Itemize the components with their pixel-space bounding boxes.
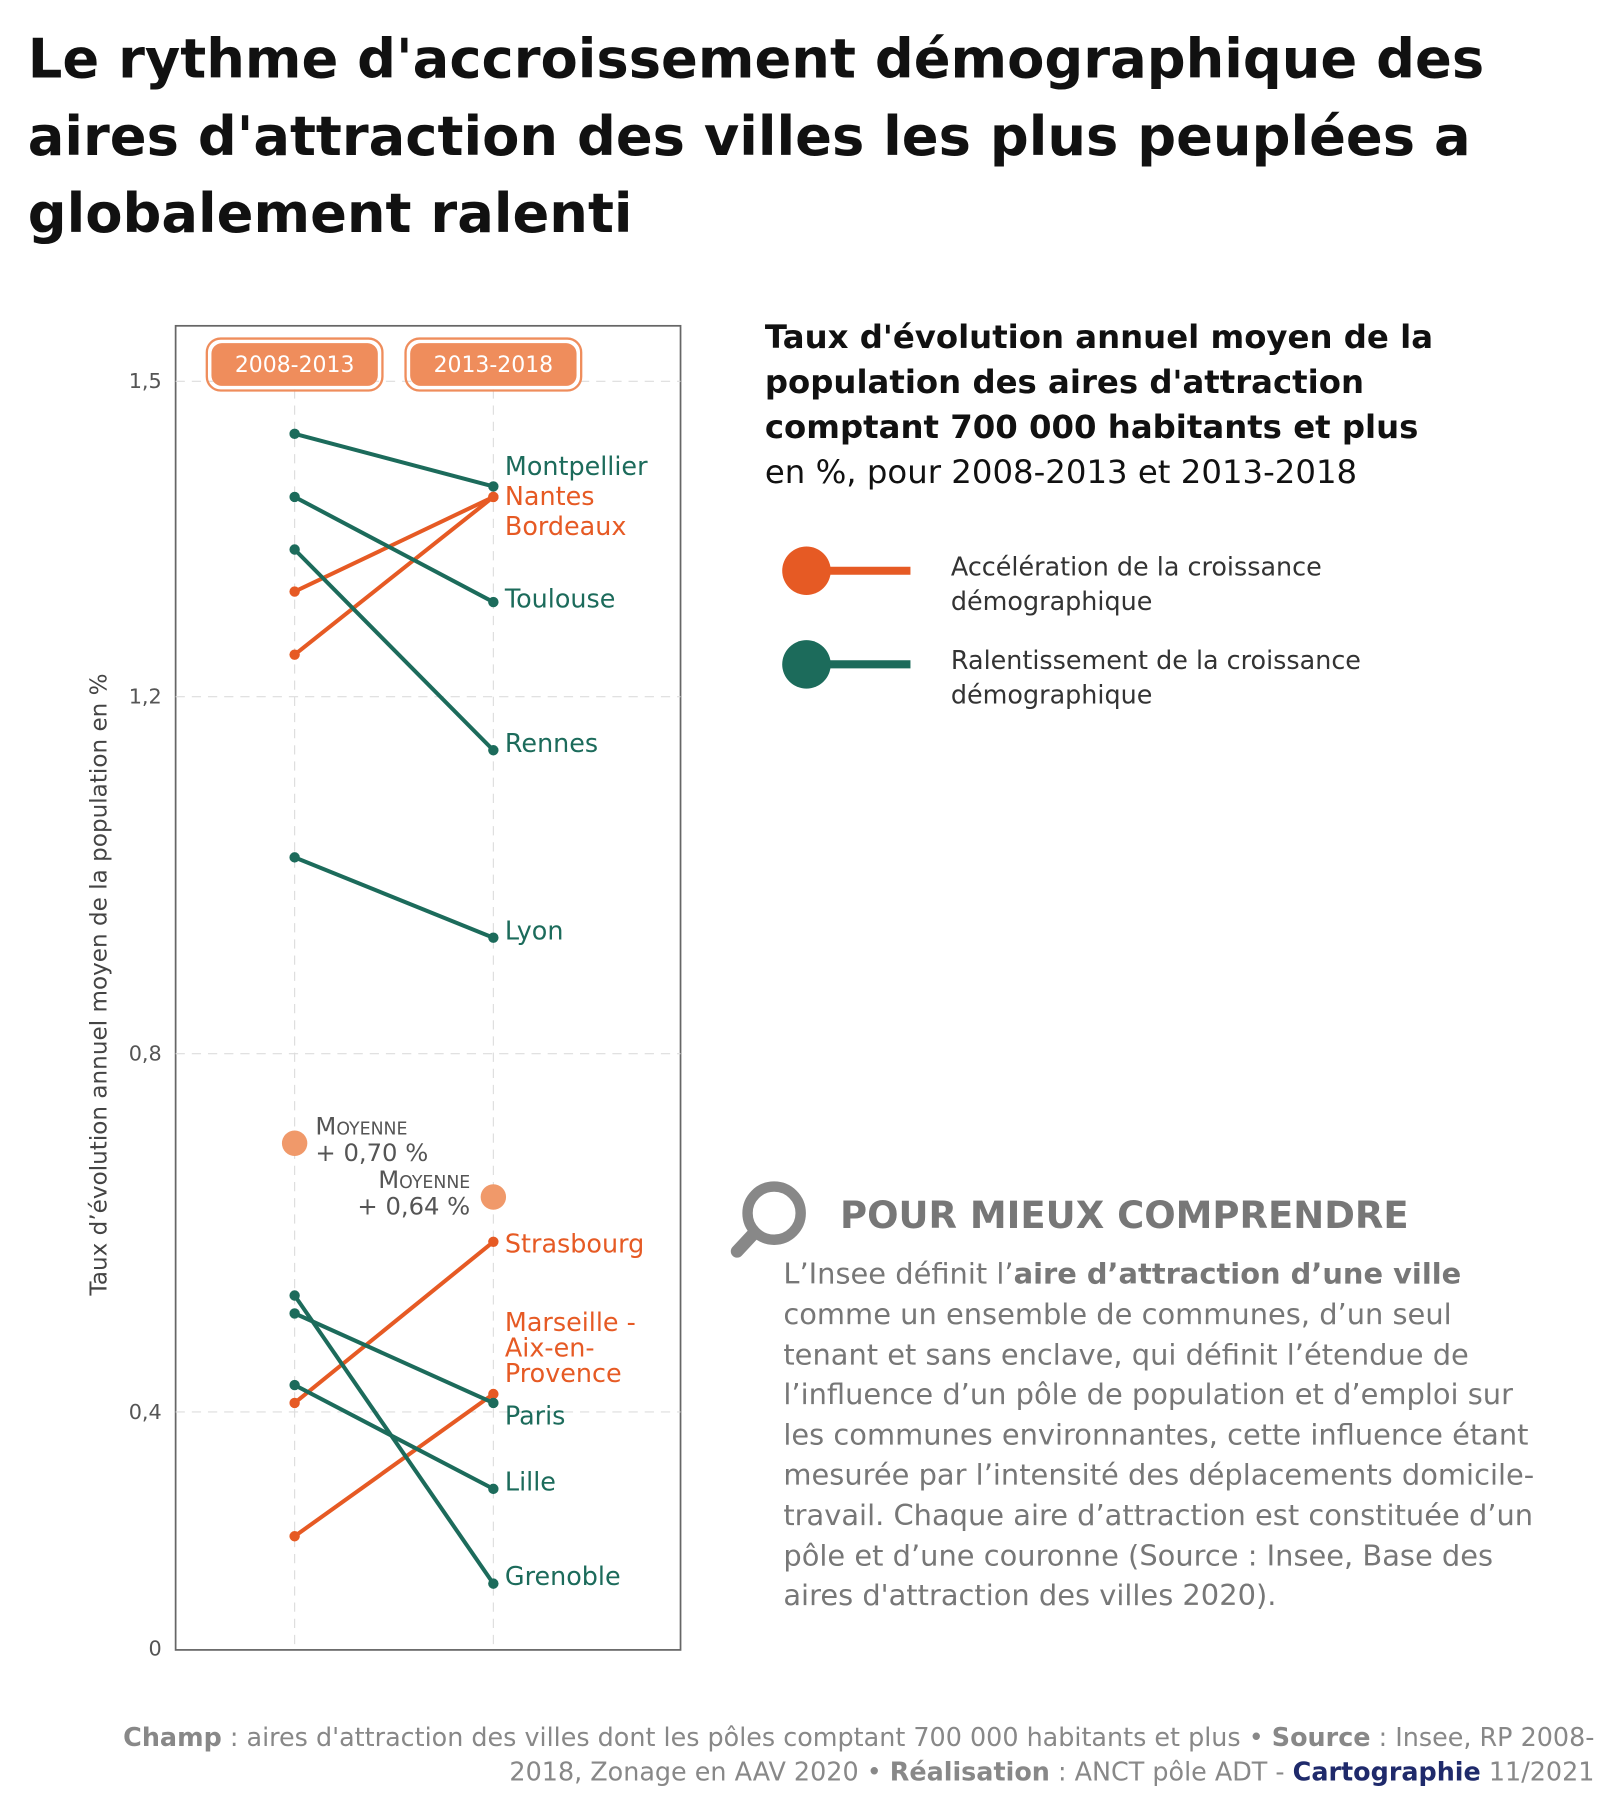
point	[289, 428, 300, 440]
point	[488, 481, 499, 492]
footer-part: Cartographie	[1292, 1758, 1481, 1788]
slope-line	[293, 855, 495, 940]
city-label: Marseille - Aix-en-Provence	[504, 1309, 636, 1389]
point	[488, 1483, 499, 1495]
info-title: POUR MIEUX COMPRENDRE	[839, 1193, 1409, 1238]
city-label: Lille	[504, 1468, 556, 1498]
point	[488, 1236, 499, 1247]
point	[488, 1388, 499, 1400]
slope-line	[293, 495, 495, 657]
mean-point	[281, 1130, 308, 1156]
category-label: 2008-2013	[235, 353, 355, 378]
slope-line	[294, 431, 494, 489]
plot-frame	[174, 324, 682, 1651]
point	[289, 491, 300, 503]
footer: Champ : aires d'attraction des villes do…	[69, 1722, 1594, 1791]
category-label: 2013-2018	[434, 353, 554, 378]
mean-label: Moyenne + 0,70 %	[315, 1113, 592, 1166]
info-text: comme un ensemble de communes, d’un seul…	[783, 1297, 1535, 1613]
mean-value: + 0,64 %	[357, 1192, 471, 1221]
footer-part: : ANCT pôle ADT -	[1049, 1758, 1293, 1788]
footer-part: Champ	[123, 1723, 222, 1753]
city-label: Strasbourg	[504, 1230, 645, 1260]
city-label: Nantes	[504, 482, 595, 512]
point	[488, 745, 499, 756]
footer-part: Réalisation	[889, 1758, 1050, 1788]
city-label: Grenoble	[504, 1563, 621, 1593]
point	[289, 586, 300, 597]
slope-line	[293, 1311, 495, 1405]
y-tick-label: 0,8	[129, 1042, 162, 1066]
point	[488, 491, 499, 503]
footer-part: 11/2021	[1480, 1758, 1595, 1788]
legend-heading: Taux d'évolution annuel moyen de la popu…	[765, 314, 1481, 494]
point	[289, 852, 300, 863]
icon-lens	[742, 1181, 806, 1245]
legend-subtitle: en %, pour 2008-2013 et 2013-2018	[764, 452, 1358, 492]
point	[488, 932, 499, 943]
y-tick-label: 0,4	[129, 1400, 162, 1424]
y-tick-label: 1,5	[129, 369, 162, 393]
point	[488, 1397, 499, 1409]
point	[289, 649, 300, 660]
mean-value: + 0,70 %	[315, 1138, 429, 1167]
mean-point	[480, 1184, 507, 1210]
city-label: Bordeaux	[504, 512, 627, 542]
point	[289, 1290, 300, 1301]
mean-label: Moyenne + 0,64 %	[193, 1165, 471, 1221]
slope-line	[293, 1240, 495, 1405]
city-label: Toulouse	[504, 585, 616, 615]
category-pill	[410, 343, 577, 386]
city-label: Paris	[504, 1402, 566, 1432]
mean-title: Moyenne	[315, 1112, 408, 1140]
city-label: Rennes	[504, 730, 599, 760]
title: Le rythme d'accroissement démographique …	[27, 27, 1485, 247]
legend-title: Taux d'évolution annuel moyen de la popu…	[764, 317, 1434, 446]
info-bold: aire d’attraction d’une ville	[1013, 1257, 1462, 1291]
slope-line	[293, 495, 495, 594]
info-body: L’Insee définit l’aire d’attraction d’un…	[783, 1255, 1534, 1617]
point	[289, 544, 300, 555]
point	[289, 1308, 300, 1319]
legend-dot	[782, 640, 831, 689]
point	[488, 596, 499, 608]
slope-line	[293, 495, 495, 604]
city-label: Lyon	[504, 917, 564, 947]
point	[488, 1578, 499, 1589]
legend-label: Accélération de la croissance démographi…	[950, 553, 1322, 617]
slope-line	[292, 1294, 496, 1585]
slope-line	[293, 1392, 495, 1538]
y-axis-label: Taux d’évolution annuel moyen de la popu…	[84, 673, 113, 1296]
category-pill-outer	[404, 337, 583, 392]
city-label: Montpellier	[504, 452, 648, 482]
y-tick-label: 0	[149, 1637, 162, 1661]
info-text: L’Insee définit l’	[783, 1257, 1014, 1291]
mean-title: Moyenne	[378, 1165, 471, 1194]
legend-dot	[782, 546, 831, 596]
footer-part: : aires d'attraction des villes dont les…	[221, 1723, 1272, 1753]
footer-part: : Insee, RP 2008-2018, Zonage en AAV 202…	[509, 1723, 1595, 1788]
legend-label: Ralentissement de la croissance démograp…	[950, 647, 1361, 711]
slope-line	[293, 548, 495, 752]
icon-handle	[730, 1227, 760, 1258]
category-pill-outer	[205, 337, 384, 392]
category-pill	[211, 343, 378, 386]
point	[289, 1379, 300, 1391]
y-tick-label: 1,2	[129, 685, 162, 709]
point	[289, 1397, 300, 1409]
footer-part: Source	[1271, 1723, 1371, 1753]
point	[289, 1531, 300, 1542]
